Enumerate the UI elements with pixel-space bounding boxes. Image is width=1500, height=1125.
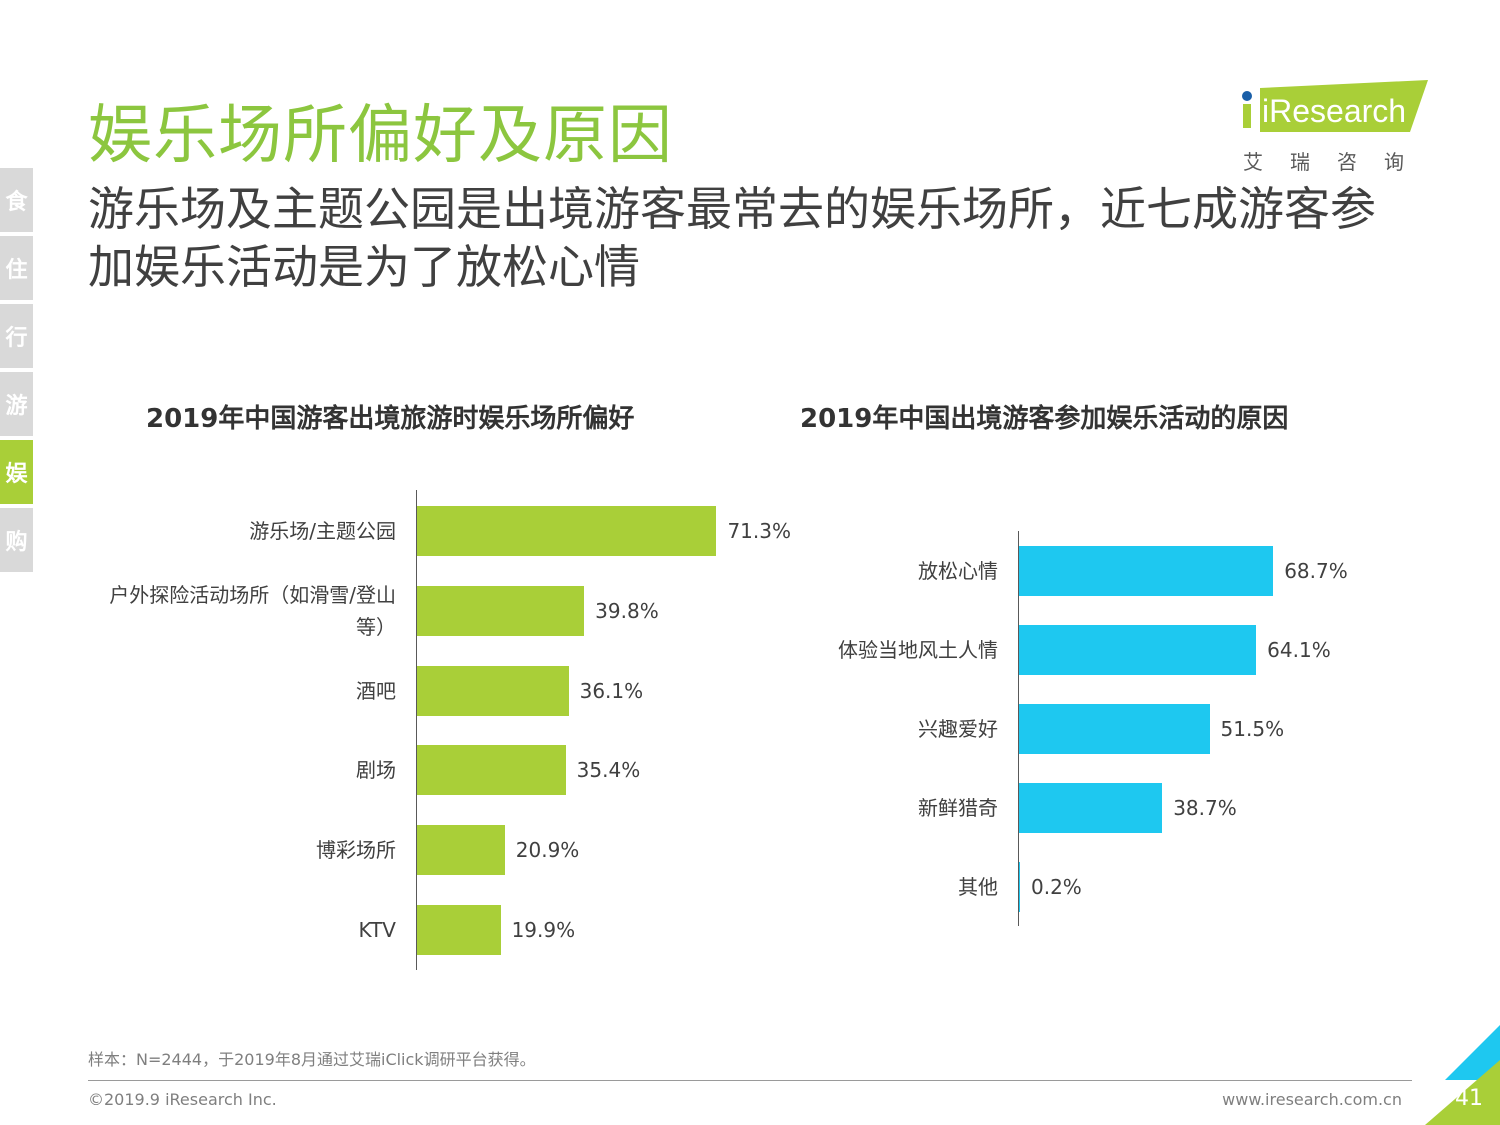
logo-subtext: 艾瑞咨询 — [1243, 150, 1431, 174]
chart-1-category-label: 博彩场所 — [316, 838, 396, 863]
side-tab-stay[interactable]: 住 — [0, 236, 33, 300]
chart-2-axis — [1018, 531, 1019, 926]
chart-1-bar — [417, 665, 569, 716]
chart-2-value-label: 68.7% — [1284, 559, 1348, 583]
chart-2-category-label: 新鲜猎奇 — [918, 796, 998, 820]
chart-2-category-label: 其他 — [958, 875, 998, 899]
chart-1-value-label: 20.9% — [515, 838, 580, 863]
side-tab-travel[interactable]: 行 — [0, 304, 33, 368]
iresearch-logo: iResearch — [1240, 80, 1430, 140]
logo-graphic: iResearch — [1242, 80, 1428, 132]
side-tab-shopping[interactable]: 购 — [0, 508, 33, 572]
chart-2-category-label: 体验当地风土人情 — [838, 638, 998, 662]
chart-1-value-label: 19.9% — [511, 918, 576, 942]
side-tab-label: 游 — [5, 394, 28, 419]
chart-2-bar — [1019, 862, 1020, 912]
chart-2-value-label: 0.2% — [1031, 875, 1082, 899]
side-tab-label: 行 — [5, 326, 28, 351]
side-tab-label: 购 — [5, 530, 28, 555]
chart-1-value-label: 39.8% — [595, 598, 659, 623]
side-tab-label: 食 — [5, 190, 28, 215]
chart-1-category-label: KTV — [358, 918, 396, 942]
copyright: ©2019.9 iResearch Inc. — [88, 1090, 277, 1109]
chart-2-bar — [1019, 546, 1274, 596]
chart-2-value-label: 38.7% — [1173, 796, 1237, 820]
chart-1-value-label: 36.1% — [579, 678, 644, 703]
chart-1-category-label: 游乐场/主题公园 — [249, 519, 396, 543]
chart-2-bar — [1019, 704, 1210, 754]
page-title: 娱乐场所偏好及原因 — [88, 99, 673, 173]
page-number: 41 — [1455, 1086, 1483, 1111]
page-subtitle: 游乐场及主题公园是出境游客最常去的娱乐场所，近七成游客参加娱乐活动是为了放松心情 — [88, 182, 1376, 294]
sample-footnote: 样本：N=2444，于2019年8月通过艾瑞iClick调研平台获得。 — [88, 1050, 536, 1069]
chart-1-category-label: 酒吧 — [356, 678, 396, 703]
chart-1-bar — [417, 745, 566, 796]
side-tab-entertainment[interactable]: 娱 — [0, 440, 33, 504]
chart-1-category-label: 剧场 — [356, 758, 396, 783]
side-tab-tour[interactable]: 游 — [0, 372, 33, 436]
chart-2-value-label: 64.1% — [1267, 638, 1331, 662]
chart-2-value-label: 51.5% — [1220, 717, 1285, 741]
chart-2-bar — [1019, 783, 1163, 833]
chart-1-axis — [416, 490, 417, 970]
chart-2-category-label: 兴趣爱好 — [918, 717, 998, 741]
side-tab-label: 娱 — [5, 462, 28, 487]
chart-1-category-label: 户外探险活动场所（如滑雪/登山等） — [109, 582, 396, 639]
chart-1-bar — [417, 585, 585, 636]
chart-2-bar — [1019, 625, 1257, 675]
chart-1-bar — [417, 825, 505, 876]
chart-1-bar — [417, 506, 717, 556]
chart-1-value-label: 71.3% — [727, 519, 791, 543]
chart-1-bar — [417, 905, 501, 955]
corner-decoration — [1425, 1025, 1500, 1125]
side-tab-label: 住 — [5, 258, 28, 283]
logo-text: iResearch — [1262, 93, 1406, 129]
footer-divider — [88, 1080, 1412, 1081]
side-tab-food[interactable]: 食 — [0, 168, 33, 232]
chart-2-title: 2019年中国出境游客参加娱乐活动的原因 — [800, 404, 1289, 434]
chart-1-value-label: 35.4% — [576, 758, 641, 783]
website-link[interactable]: www.iresearch.com.cn — [1222, 1090, 1402, 1109]
chart-2-category-label: 放松心情 — [918, 559, 998, 583]
chart-1-title: 2019年中国游客出境旅游时娱乐场所偏好 — [146, 404, 635, 434]
